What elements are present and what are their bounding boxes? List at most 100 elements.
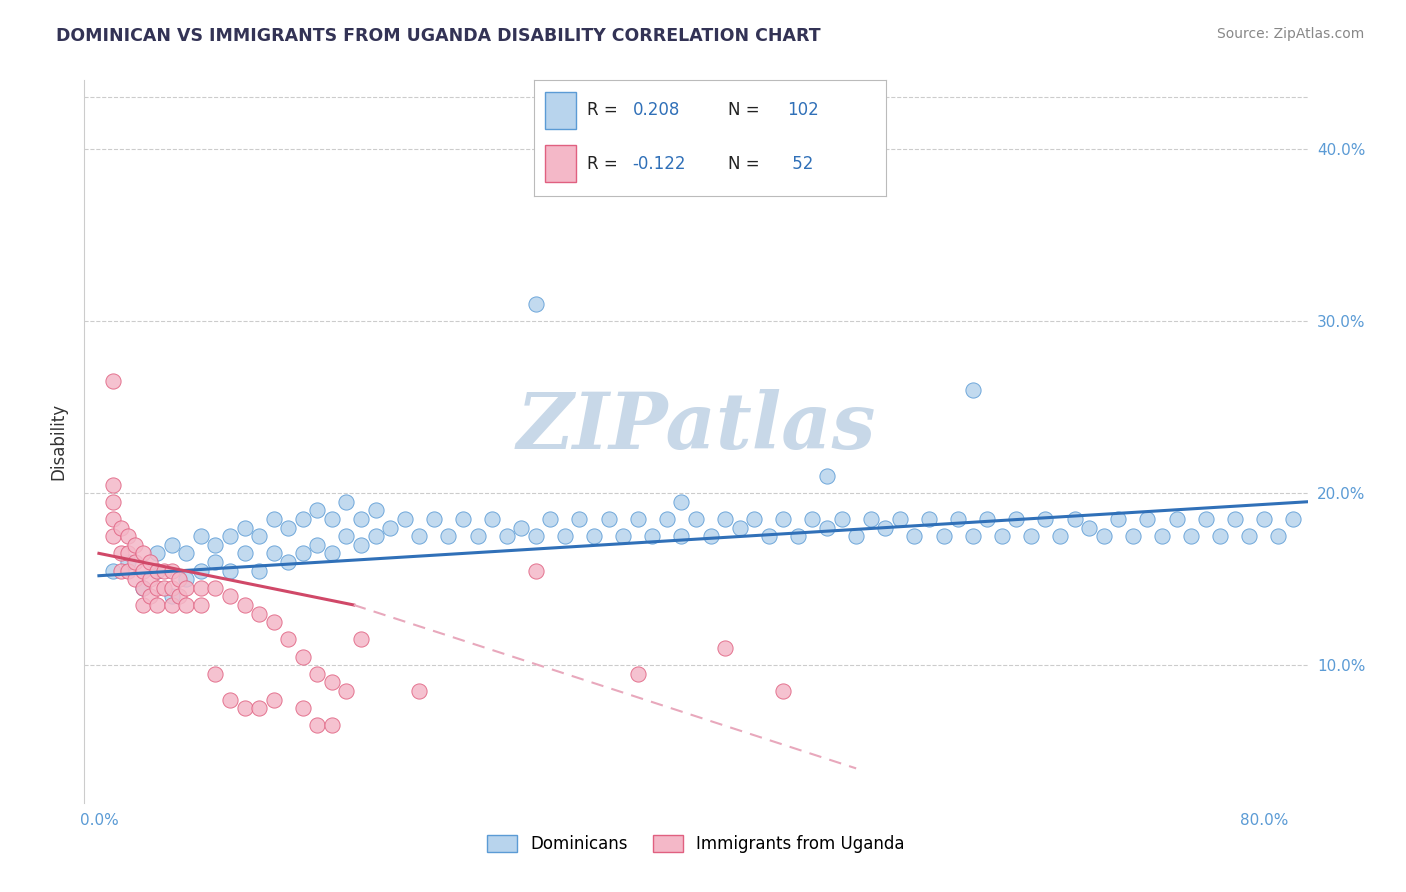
Point <box>160 581 183 595</box>
Point <box>190 529 212 543</box>
Point <box>598 512 620 526</box>
Point <box>1019 529 1042 543</box>
Point <box>160 590 183 604</box>
Point <box>1209 529 1232 543</box>
Point <box>103 564 125 578</box>
Point <box>307 538 329 552</box>
Point <box>845 529 868 543</box>
Point <box>1107 512 1129 526</box>
Point <box>772 684 794 698</box>
Point <box>146 598 169 612</box>
Text: R =: R = <box>588 155 623 173</box>
Point <box>160 564 183 578</box>
Point <box>524 564 547 578</box>
Point <box>190 598 212 612</box>
Point <box>103 512 125 526</box>
Point <box>233 701 256 715</box>
Point <box>380 520 402 534</box>
Point <box>962 529 984 543</box>
Text: 102: 102 <box>787 102 820 120</box>
Point <box>350 632 373 647</box>
Text: N =: N = <box>728 102 765 120</box>
Point <box>139 590 162 604</box>
Point <box>946 512 969 526</box>
Legend: Dominicans, Immigrants from Uganda: Dominicans, Immigrants from Uganda <box>481 828 911 860</box>
Point <box>350 538 373 552</box>
Point <box>714 640 737 655</box>
Point <box>772 512 794 526</box>
Point <box>1005 512 1028 526</box>
Point <box>167 572 190 586</box>
Point <box>1223 512 1246 526</box>
Point <box>495 529 517 543</box>
Point <box>335 684 357 698</box>
Point <box>110 520 132 534</box>
Point <box>110 564 132 578</box>
Point <box>291 701 314 715</box>
Point <box>728 520 751 534</box>
Point <box>131 564 153 578</box>
Text: N =: N = <box>728 155 765 173</box>
Text: -0.122: -0.122 <box>633 155 686 173</box>
Point <box>627 512 650 526</box>
Point <box>1267 529 1289 543</box>
Point <box>139 555 162 569</box>
Point <box>263 512 285 526</box>
Point <box>889 512 911 526</box>
Point <box>277 632 299 647</box>
Y-axis label: Disability: Disability <box>49 403 67 480</box>
Point <box>124 572 146 586</box>
Point <box>787 529 810 543</box>
Point <box>174 581 197 595</box>
Point <box>671 494 693 508</box>
Point <box>364 529 387 543</box>
Point <box>408 529 430 543</box>
Point <box>612 529 634 543</box>
Point <box>1035 512 1057 526</box>
Point <box>160 538 183 552</box>
Point <box>131 598 153 612</box>
Point <box>801 512 824 526</box>
Point <box>1195 512 1218 526</box>
Point <box>627 666 650 681</box>
Point <box>991 529 1014 543</box>
Point <box>451 512 474 526</box>
Point <box>742 512 765 526</box>
Text: R =: R = <box>588 102 623 120</box>
Point <box>233 546 256 560</box>
Point <box>335 529 357 543</box>
Point <box>146 564 169 578</box>
Point <box>423 512 446 526</box>
Point <box>204 555 226 569</box>
Point <box>233 598 256 612</box>
Point <box>1150 529 1173 543</box>
Point <box>131 546 153 560</box>
Point <box>1282 512 1305 526</box>
Point <box>110 546 132 560</box>
Point <box>918 512 941 526</box>
Point <box>903 529 925 543</box>
Point <box>554 529 576 543</box>
Point <box>758 529 780 543</box>
Point <box>408 684 430 698</box>
Point <box>321 675 343 690</box>
Point <box>875 520 897 534</box>
Point <box>932 529 955 543</box>
Point <box>174 572 197 586</box>
Point <box>524 297 547 311</box>
Point <box>307 718 329 732</box>
Text: Source: ZipAtlas.com: Source: ZipAtlas.com <box>1216 27 1364 41</box>
Point <box>321 718 343 732</box>
Point <box>190 581 212 595</box>
Point <box>1049 529 1071 543</box>
Point <box>124 555 146 569</box>
Point <box>146 581 169 595</box>
Point <box>103 477 125 491</box>
Point <box>117 564 139 578</box>
Point <box>160 598 183 612</box>
Point <box>699 529 721 543</box>
Point <box>277 555 299 569</box>
Point <box>291 512 314 526</box>
Bar <box>544 92 576 129</box>
Point <box>219 692 242 706</box>
